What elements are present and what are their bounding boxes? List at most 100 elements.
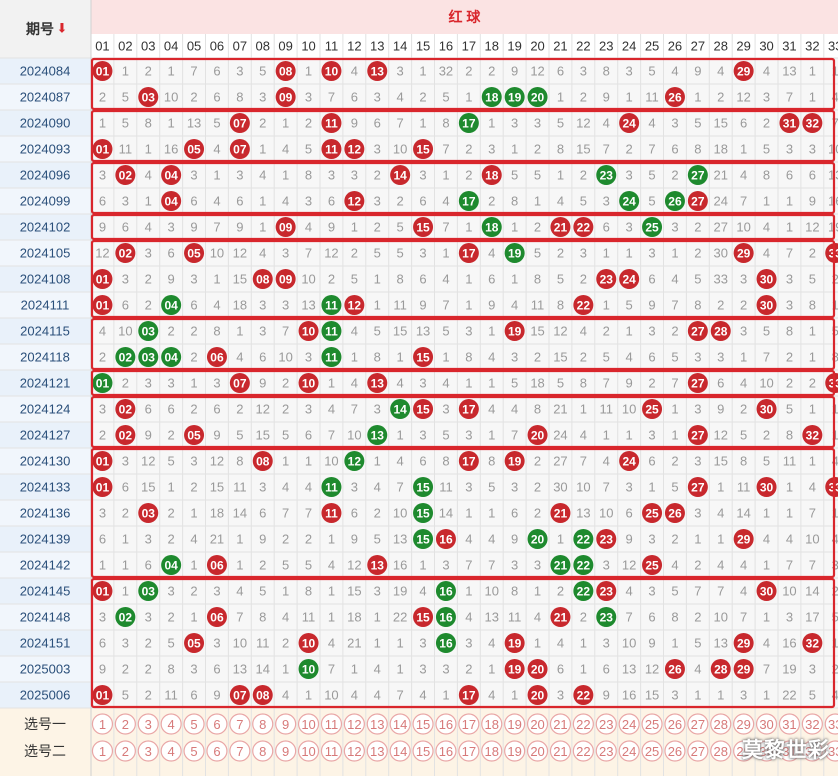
miss-count: 4 — [534, 610, 541, 625]
pick-ball — [320, 713, 343, 735]
miss-count: 4 — [626, 350, 633, 365]
miss-count: 7 — [351, 402, 358, 417]
miss-count: 1 — [282, 168, 289, 183]
miss-count: 9 — [648, 298, 655, 313]
miss-count: 6 — [213, 90, 220, 105]
miss-count: 4 — [740, 376, 747, 391]
miss-count: 2 — [694, 246, 701, 261]
miss-count: 7 — [282, 324, 289, 339]
pick-ball — [733, 740, 755, 762]
miss-count: 2 — [465, 142, 472, 157]
miss-count: 3 — [740, 272, 747, 287]
repeat-ball — [138, 321, 159, 341]
miss-count: 5 — [282, 428, 289, 443]
miss-count: 13 — [576, 506, 590, 521]
miss-count: 1 — [809, 402, 816, 417]
drawn-ball — [756, 399, 777, 419]
miss-count: 3 — [213, 376, 220, 391]
pick-ball-number: 10 — [301, 717, 315, 732]
group-border — [90, 577, 836, 709]
miss-count: 4 — [213, 298, 220, 313]
miss-count: 8 — [442, 116, 449, 131]
ball-number: 19 — [508, 91, 522, 105]
miss-count: 3 — [786, 610, 793, 625]
miss-count: 4 — [328, 636, 335, 651]
miss-count: 3 — [648, 324, 655, 339]
miss-count: 10 — [805, 532, 819, 547]
ball-number: 17 — [462, 689, 476, 703]
miss-count: 1 — [190, 610, 197, 625]
ball-number: 22 — [577, 221, 591, 235]
repeat-ball — [435, 607, 456, 627]
miss-count: 18 — [530, 376, 544, 391]
miss-count: 6 — [786, 168, 793, 183]
repeat-ball — [92, 373, 113, 393]
miss-count: 6 — [190, 194, 197, 209]
miss-count: 3 — [419, 246, 426, 261]
drawn-ball — [504, 451, 525, 471]
miss-count: 1 — [488, 662, 495, 677]
miss-count: 1 — [603, 428, 610, 443]
issue-cell-bg — [0, 344, 91, 370]
drawn-ball — [527, 425, 548, 445]
row-bg — [91, 370, 838, 396]
ball-number: 19 — [508, 325, 522, 339]
miss-count: 3 — [236, 168, 243, 183]
miss-count: 3 — [694, 506, 701, 521]
ball-number: 30 — [760, 481, 774, 495]
issue-number: 2025003 — [20, 662, 71, 677]
miss-count: 9 — [648, 636, 655, 651]
drawn-ball — [92, 61, 113, 81]
miss-count: 3 — [442, 558, 449, 573]
pick-ball-number: 32 — [805, 717, 819, 732]
drawn-ball — [779, 113, 800, 133]
header-left-cell — [0, 0, 91, 58]
pick-ball — [710, 713, 732, 735]
miss-count: 8 — [442, 454, 449, 469]
column-header-10: 10 — [301, 39, 315, 54]
pick-ball — [778, 713, 801, 735]
pick-ball-number: 4 — [168, 744, 175, 759]
miss-count: 3 — [99, 506, 106, 521]
miss-count: 4 — [442, 376, 449, 391]
ball-number: 01 — [96, 65, 110, 79]
miss-count: 1 — [809, 324, 816, 339]
miss-count: 6 — [259, 506, 266, 521]
miss-count: 4 — [603, 454, 610, 469]
drawn-ball — [275, 269, 296, 289]
miss-count: 4 — [488, 402, 495, 417]
ball-number: 29 — [737, 533, 751, 547]
issue-cell-bg — [0, 318, 91, 344]
miss-count: 5 — [694, 116, 701, 131]
repeat-ball — [161, 555, 182, 575]
column-header-31: 31 — [782, 39, 796, 54]
ball-number: 15 — [416, 507, 430, 521]
miss-count: 12 — [233, 246, 247, 261]
miss-count: 17 — [805, 610, 819, 625]
pick-ball-number: 23 — [599, 717, 613, 732]
pick-ball-number: 3 — [145, 717, 152, 732]
miss-count: 3 — [511, 116, 518, 131]
pick-ball — [183, 713, 205, 735]
row-bg — [91, 422, 838, 448]
miss-count: 5 — [809, 272, 816, 287]
miss-count: 2 — [168, 324, 175, 339]
miss-count: 4 — [259, 168, 266, 183]
miss-count: 5 — [374, 532, 381, 547]
pick-ball — [252, 740, 274, 762]
pick-ball — [297, 740, 320, 762]
miss-count: 7 — [328, 662, 335, 677]
miss-count: 6 — [99, 194, 106, 209]
pick-ball-number: 29 — [736, 744, 750, 759]
ball-number: 21 — [554, 507, 568, 521]
drawn-ball — [321, 61, 342, 81]
miss-count: 7 — [626, 610, 633, 625]
miss-count: 4 — [740, 168, 747, 183]
ball-number: 01 — [96, 299, 110, 313]
drawn-ball — [687, 477, 708, 497]
drawn-ball — [367, 555, 388, 575]
ball-number: 28 — [714, 663, 728, 677]
repeat-ball — [596, 165, 617, 185]
ball-number: 32 — [806, 117, 820, 131]
